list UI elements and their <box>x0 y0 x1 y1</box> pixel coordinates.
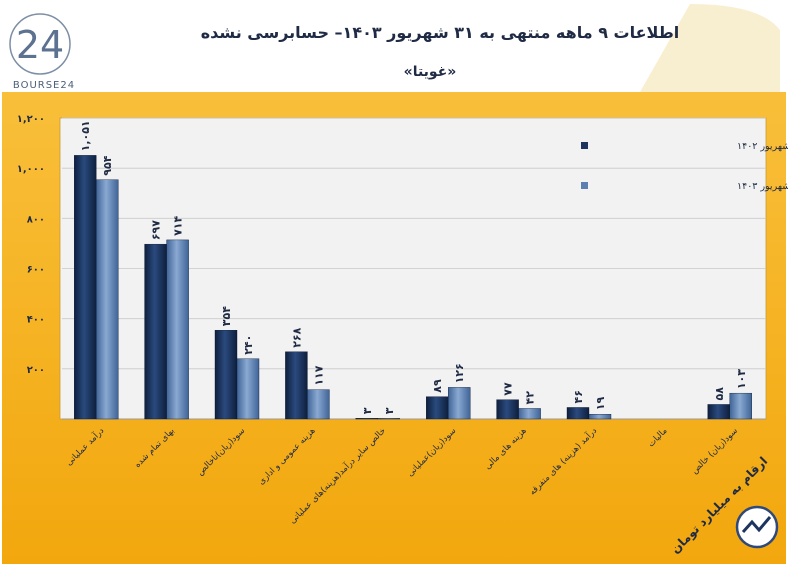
bourse24-logo: 24 BOURSE24 <box>9 13 75 91</box>
bar-1403-8 <box>588 414 612 420</box>
chart-subtitle: «غویتا» <box>404 64 457 80</box>
bar-1403-3 <box>236 358 260 420</box>
header-decoration <box>640 4 780 92</box>
data-label-1402-7: ۷۷ <box>502 382 515 396</box>
y-tick-label: ۴۰۰ <box>27 315 45 326</box>
data-label-1403-1: ۹۵۴ <box>101 155 114 175</box>
bar-1402-3 <box>214 330 238 420</box>
data-label-1403-6: ۱۲۶ <box>453 363 466 383</box>
bar-1403-7 <box>518 408 541 420</box>
data-label-1402-3: ۳۵۴ <box>220 306 233 326</box>
logo-text: BOURSE24 <box>13 80 75 91</box>
legend-swatch-1402 <box>581 142 588 149</box>
bar-1402-10 <box>707 404 730 420</box>
data-labels: ۱,۰۵۱ ۹۵۴ ۶۹۷ ۷۱۴ ۳۵۴ ۲۴۰ ۲۶۸ ۱۱۷ ۳ ۳ ۸۹ ۱۲۶ ۷۷ ۴۲ ۴۶ ۱… <box>79 120 748 414</box>
data-label-1403-8: ۱۹ <box>594 397 607 411</box>
y-tick-label: ۶۰۰ <box>27 265 45 276</box>
logo-mark: 24 <box>16 23 64 67</box>
trend-line-icon <box>741 516 772 534</box>
bar-1403-6 <box>448 387 471 420</box>
data-label-1402-5: ۳ <box>361 407 374 414</box>
data-label-1402-4: ۲۶۸ <box>290 327 303 347</box>
bar-1403-1 <box>95 179 119 420</box>
bar-1402-1 <box>73 155 97 420</box>
data-label-1403-2: ۷۱۴ <box>172 215 185 235</box>
data-label-1402-8: ۴۶ <box>572 390 585 403</box>
bar-1402-6 <box>426 396 449 420</box>
data-label-1402-10: ۵۸ <box>713 387 726 401</box>
bar-1402-5 <box>355 418 378 420</box>
y-tick-label: ۲۰۰ <box>27 365 45 376</box>
legend-swatch-1403 <box>581 182 588 189</box>
legend: عملکرد منتهی به شهریور ۱۴۰۲ عملکرد منتهی… <box>581 141 788 192</box>
legend-label-1402: عملکرد منتهی به شهریور ۱۴۰۲ <box>737 141 788 152</box>
data-label-1402-2: ۶۹۷ <box>150 220 163 240</box>
chart-title: اطلاعات ۹ ماهه منتهی به ۳۱ شهریور ۱۴۰۳– … <box>201 23 680 42</box>
bar-1402-8 <box>566 407 590 420</box>
bar-1402-4 <box>285 351 308 420</box>
bar-1402-7 <box>496 399 519 420</box>
y-tick-label: ۱,۰۰۰ <box>17 164 45 175</box>
data-label-1403-7: ۴۲ <box>524 391 537 405</box>
y-tick-label: ۸۰۰ <box>27 214 45 225</box>
bar-1403-2 <box>166 239 189 420</box>
data-label-1403-5: ۳ <box>383 407 396 414</box>
legend-label-1403: عملکرد منتهی به شهریور ۱۴۰۳ <box>737 181 788 192</box>
data-label-1403-4: ۱۱۷ <box>312 365 325 385</box>
bar-1403-4 <box>307 389 330 420</box>
data-label-1403-10: ۱۰۳ <box>735 369 748 389</box>
data-label-1402-6: ۸۹ <box>431 379 444 393</box>
bar-1403-5 <box>377 418 400 420</box>
bars <box>73 155 752 420</box>
bar-1403-10 <box>729 392 752 420</box>
data-label-1403-3: ۲۴۰ <box>242 335 255 355</box>
data-label-1402-1: ۱,۰۵۱ <box>79 120 92 151</box>
logo-ring <box>9 13 71 75</box>
y-tick-label: ۱,۲۰۰ <box>17 114 45 125</box>
bar-1402-2 <box>144 243 167 420</box>
